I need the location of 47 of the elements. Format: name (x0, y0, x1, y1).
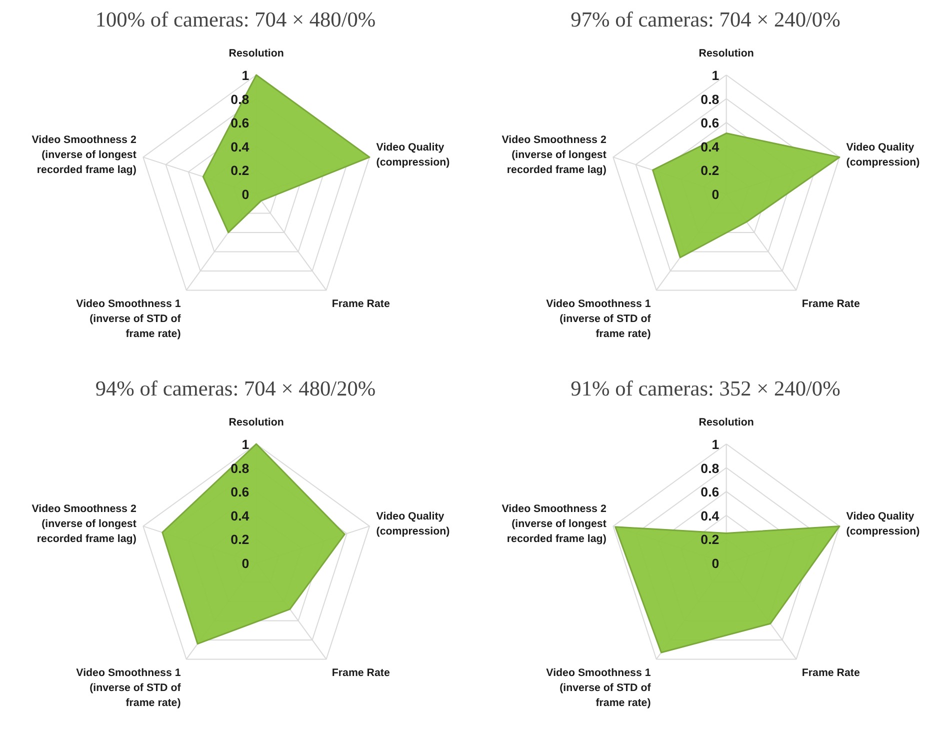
y-tick-label: 1 (242, 68, 250, 83)
y-tick-label: 0.2 (230, 163, 250, 178)
spoke-label: Video Smoothness 2 (inverse of longest recorded frame lag) (502, 502, 607, 545)
spoke-label: Video Smoothness 1 (inverse of STD of frame rate) (546, 666, 652, 709)
spoke-label: Video Smoothness 1 (inverse of STD of frame rate) (76, 298, 182, 340)
y-tick-label: 0 (242, 186, 250, 202)
y-tick-label: 0.2 (700, 163, 720, 178)
chart-title: 91% of cameras: 352 × 240/0% (570, 376, 841, 400)
y-tick-label: 0.6 (700, 116, 720, 131)
spoke-label: Resolution (228, 48, 284, 60)
y-tick-label: 0.4 (700, 508, 720, 524)
spoke-label: Frame Rate (802, 666, 860, 679)
chart-title: 94% of cameras: 704 × 480/20% (95, 376, 376, 400)
y-tick-label: 0.6 (230, 484, 250, 500)
spoke-label: Frame Rate (332, 666, 390, 679)
y-tick-label: 0.8 (700, 92, 720, 107)
y-tick-label: 0.8 (700, 460, 720, 476)
spoke-label: Video Smoothness 1 (inverse of STD of frame rate) (546, 298, 652, 340)
y-tick-label: 0.2 (230, 532, 250, 548)
spoke-label: Video Smoothness 2 (inverse of longest recorded frame lag) (32, 134, 137, 176)
spoke-label: Video Quality (compression) (846, 141, 920, 168)
spoke-label: Resolution (228, 416, 284, 429)
chart-title: 100% of cameras: 704 × 480/0% (95, 8, 376, 32)
y-tick-label: 0.4 (230, 508, 250, 524)
spoke-label: Video Quality (compression) (376, 141, 450, 168)
y-tick-label: 0.6 (230, 116, 250, 131)
y-tick-label: 0.4 (700, 139, 720, 154)
y-tick-label: 1 (712, 436, 720, 452)
y-tick-label: 0.2 (700, 532, 720, 548)
spoke-label: Video Quality (compression) (846, 510, 920, 538)
y-tick-label: 0 (712, 556, 720, 571)
chart-title: 97% of cameras: 704 × 240/0% (570, 8, 841, 32)
y-tick-label: 0.4 (230, 139, 250, 154)
spoke-label: Resolution (698, 416, 754, 429)
y-tick-label: 0 (712, 186, 720, 202)
y-tick-label: 1 (712, 68, 720, 83)
y-tick-label: 0.6 (700, 484, 720, 500)
spoke-label: Frame Rate (332, 298, 390, 310)
spoke-label: Resolution (698, 48, 754, 60)
spoke-label: Video Smoothness 1 (inverse of STD of frame rate) (76, 666, 182, 709)
spoke-label: Video Quality (compression) (376, 510, 450, 538)
spoke-label: Frame Rate (802, 298, 860, 310)
spoke-label: Video Smoothness 2 (inverse of longest recorded frame lag) (502, 134, 607, 176)
y-tick-label: 0 (242, 556, 250, 571)
y-tick-label: 1 (242, 436, 250, 452)
spoke-label: Video Smoothness 2 (inverse of longest recorded frame lag) (32, 502, 137, 545)
y-tick-label: 0.8 (230, 460, 250, 476)
